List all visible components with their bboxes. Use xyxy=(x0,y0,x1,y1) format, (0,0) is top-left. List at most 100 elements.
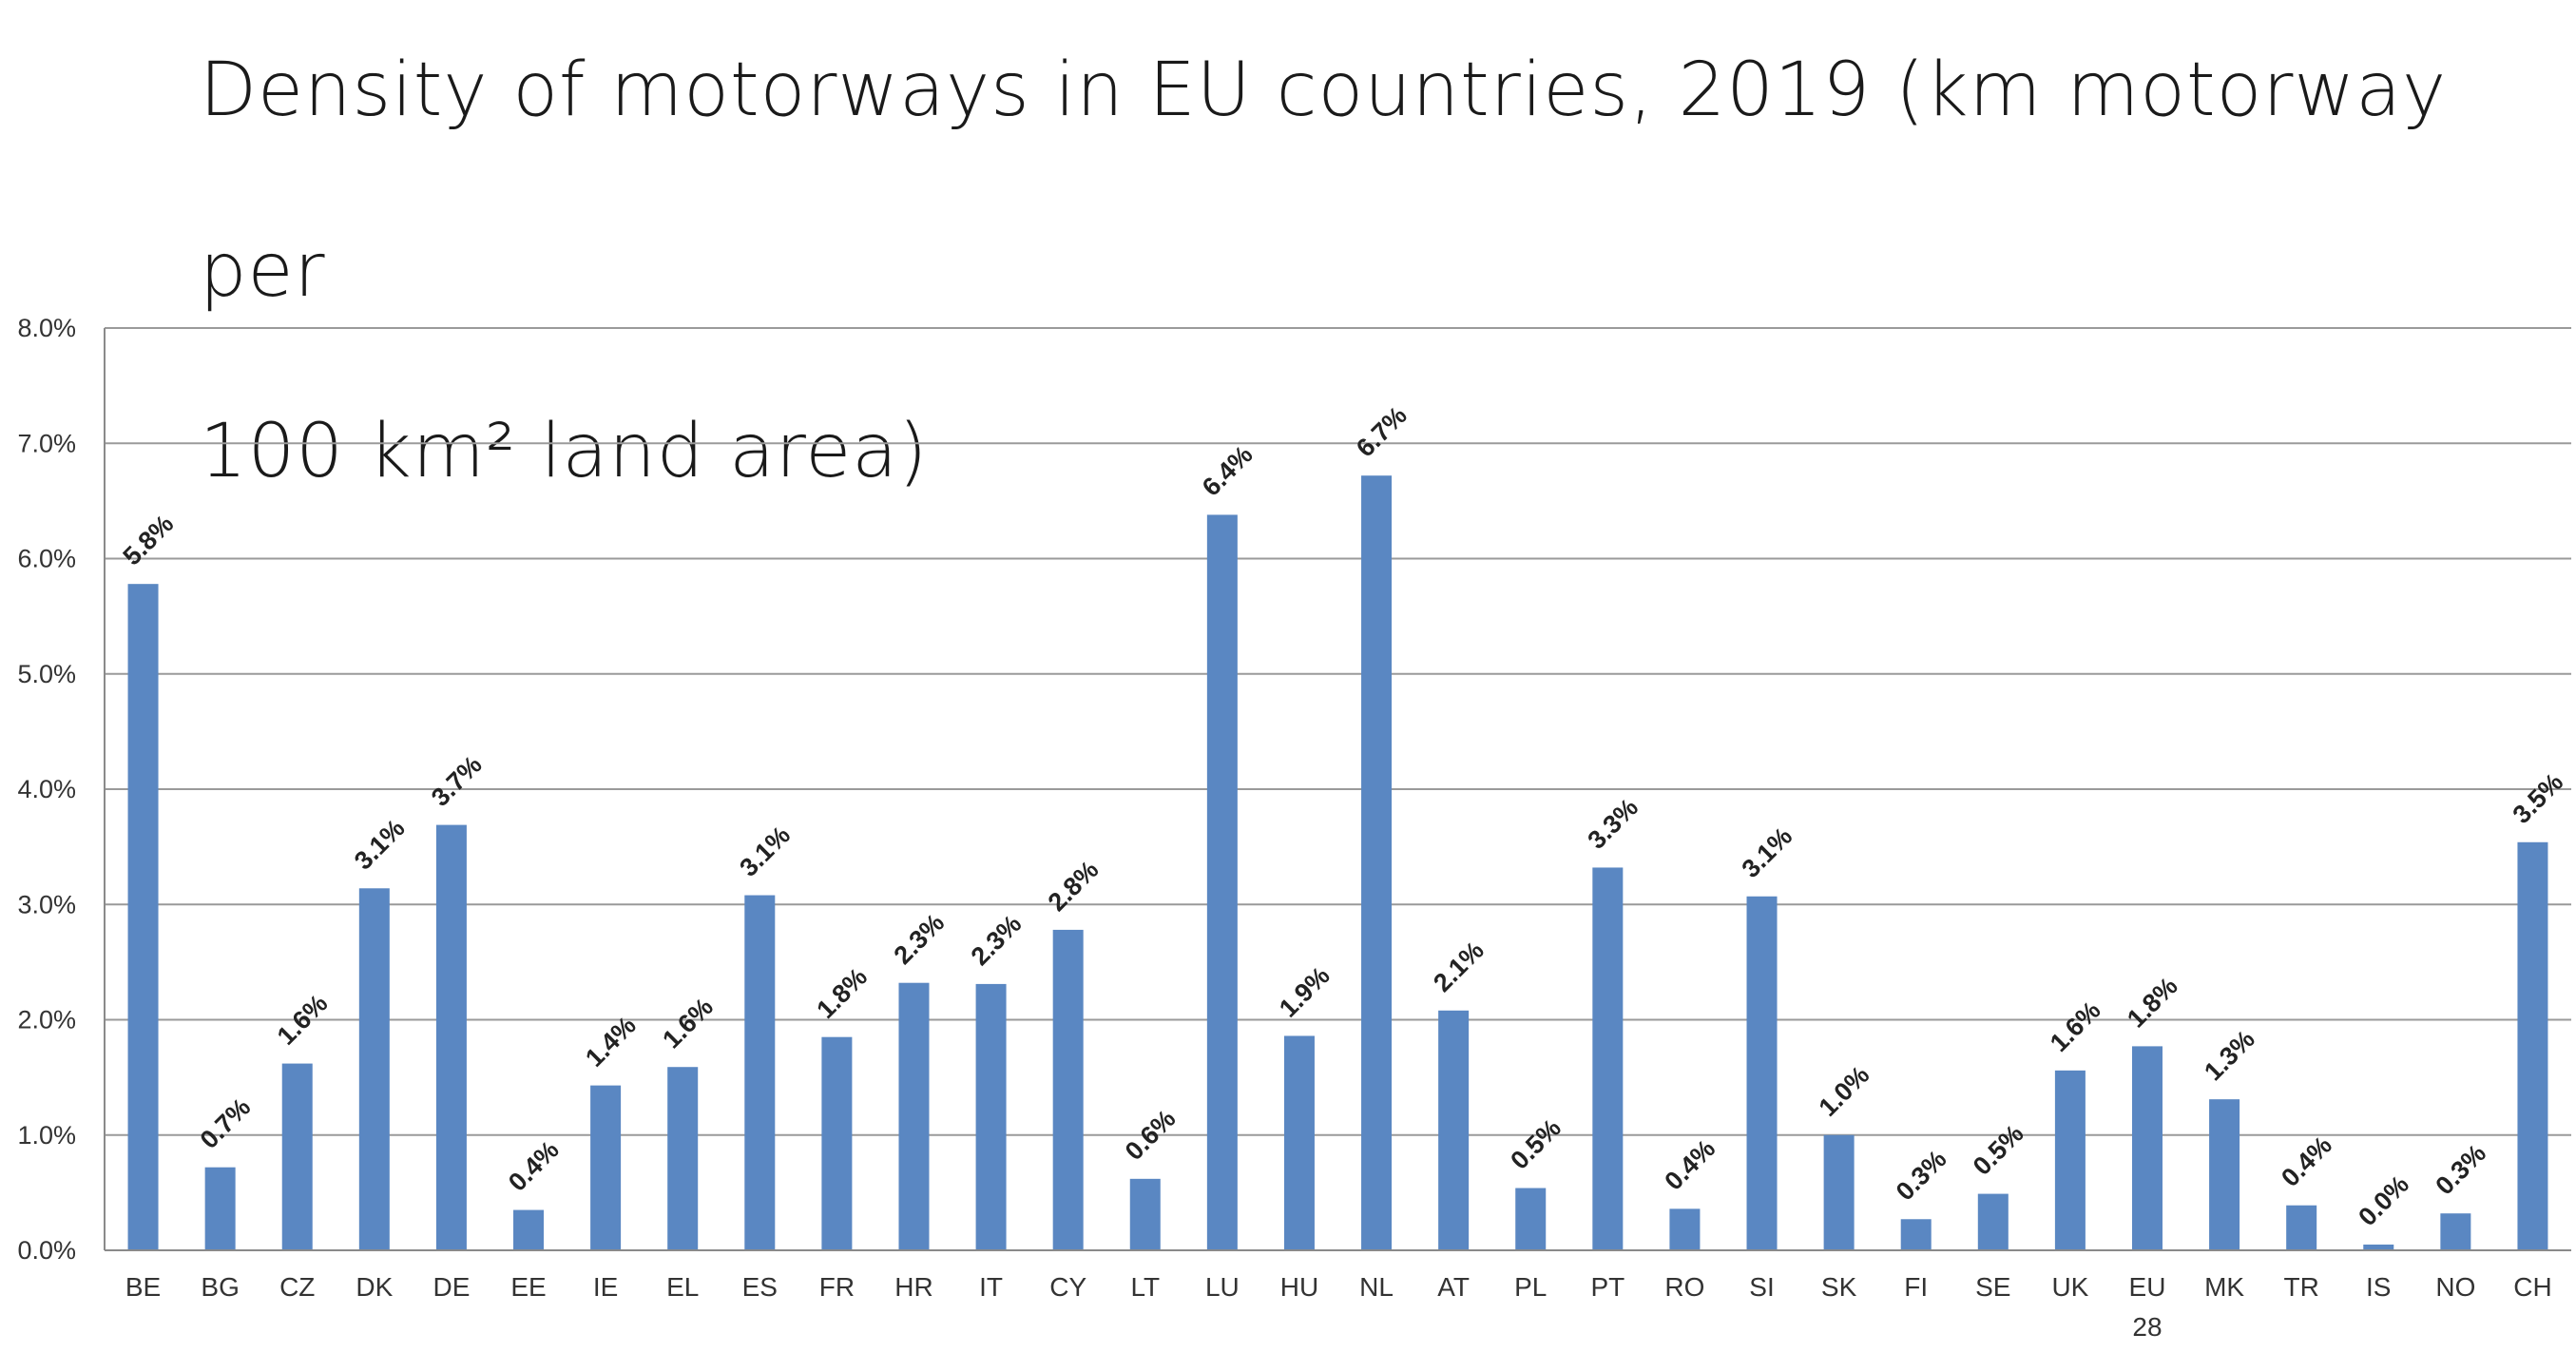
data-label: 3.7% xyxy=(426,750,488,812)
data-label: 2.8% xyxy=(1043,855,1105,917)
bar-cz xyxy=(281,1063,313,1250)
x-category-label: ES xyxy=(742,1272,778,1302)
x-category-label: CZ xyxy=(279,1272,315,1302)
x-category-label: EE xyxy=(510,1272,546,1302)
data-label: 0.4% xyxy=(1659,1134,1721,1196)
data-label: 1.3% xyxy=(2199,1025,2260,1087)
chart-title-line1: Density of motorways in EU countries, 20… xyxy=(200,48,2448,314)
data-label: 1.6% xyxy=(657,993,719,1054)
x-category-label: BG xyxy=(201,1272,239,1302)
bar-pt xyxy=(1592,867,1624,1250)
bar-de xyxy=(435,824,467,1250)
data-label: 0.0% xyxy=(2353,1169,2414,1231)
x-category-label: NO xyxy=(2435,1272,2475,1302)
x-category-label: RO xyxy=(1664,1272,1704,1302)
data-label: 1.9% xyxy=(1274,961,1336,1023)
x-category-label: CH xyxy=(2513,1272,2551,1302)
bar-el xyxy=(667,1067,699,1250)
bar-dk xyxy=(358,888,390,1250)
x-category-label: DK xyxy=(356,1272,393,1302)
bars xyxy=(127,475,2548,1250)
bar-be xyxy=(127,584,159,1250)
bar-ie xyxy=(590,1085,622,1250)
x-category-label: IT xyxy=(979,1272,1003,1302)
data-label: 6.4% xyxy=(1197,440,1259,502)
data-label: 3.1% xyxy=(1737,821,1798,883)
x-category-label: NL xyxy=(1359,1272,1394,1302)
bar-sk xyxy=(1823,1134,1855,1250)
grid-lines xyxy=(105,327,2571,1136)
bar-si xyxy=(1746,896,1778,1250)
y-tick-label: 2.0% xyxy=(17,1006,76,1034)
x-category-label: PL xyxy=(1514,1272,1547,1302)
data-label: 2.3% xyxy=(889,908,951,970)
data-label: 3.3% xyxy=(1582,793,1644,855)
bar-tr xyxy=(2286,1205,2317,1250)
data-label: 0.5% xyxy=(1968,1119,2029,1181)
x-category-label: IE xyxy=(593,1272,618,1302)
x-category-label: CY xyxy=(1049,1272,1086,1302)
data-label: 1.0% xyxy=(1814,1060,1875,1122)
bar-fr xyxy=(821,1036,853,1250)
data-label: 6.7% xyxy=(1351,401,1413,463)
bar-hr xyxy=(898,982,930,1250)
x-category-label: SK xyxy=(1821,1272,1857,1302)
bar-uk xyxy=(2054,1070,2086,1250)
y-tick-label: 4.0% xyxy=(17,775,76,803)
data-label: 5.8% xyxy=(118,510,180,571)
bar-ro xyxy=(1669,1208,1701,1250)
x-category-label: BE xyxy=(125,1272,161,1302)
chart-title-line2: 100 km² land area) xyxy=(200,409,929,494)
x-category-label: FR xyxy=(819,1272,855,1302)
data-label: 0.4% xyxy=(2276,1131,2337,1192)
bar-no xyxy=(2440,1213,2471,1250)
x-category-label: AT xyxy=(1437,1272,1470,1302)
data-label: 2.1% xyxy=(1428,936,1490,997)
bar-bg xyxy=(204,1167,236,1250)
bar-se xyxy=(1977,1193,2009,1250)
y-tick-label: 8.0% xyxy=(17,314,76,342)
y-tick-label: 7.0% xyxy=(17,429,76,457)
x-category-label: LT xyxy=(1130,1272,1160,1302)
y-axis-tick-labels: 0.0% 1.0% 2.0% 3.0% 4.0% 5.0% 6.0% 7.0% 8.0% xyxy=(17,314,76,1265)
x-category-label: FI xyxy=(1904,1272,1928,1302)
data-label: 0.5% xyxy=(1505,1113,1567,1175)
y-tick-label: 3.0% xyxy=(17,890,76,918)
bar-mk xyxy=(2209,1099,2240,1250)
data-labels: 5.8%0.7%1.6%3.1%3.7%0.4%1.4% 1.6%3.1%1.8%… xyxy=(118,401,2569,1231)
x-category-label: HR xyxy=(894,1272,932,1302)
x-category-label: IS xyxy=(2366,1272,2391,1302)
bar-lt xyxy=(1129,1178,1161,1250)
data-label: 3.5% xyxy=(2507,767,2568,829)
x-category-label: EU 28 xyxy=(2129,1272,2166,1342)
x-category-label: SI xyxy=(1749,1272,1774,1302)
bar-fi xyxy=(1900,1219,1932,1250)
x-category-label: PT xyxy=(1590,1272,1624,1302)
x-category-label: SE xyxy=(1975,1272,2010,1302)
x-category-label: LU xyxy=(1205,1272,1240,1302)
x-category-label: DE xyxy=(433,1272,470,1302)
x-category-label: HU xyxy=(1280,1272,1318,1302)
bar-ch xyxy=(2517,841,2548,1250)
bar-es xyxy=(744,895,776,1250)
data-label: 0.4% xyxy=(503,1135,565,1197)
y-tick-label: 6.0% xyxy=(17,545,76,573)
bar-lu xyxy=(1206,514,1238,1250)
x-category-label: TR xyxy=(2284,1272,2319,1302)
chart-title: Density of motorways in EU countries, 20… xyxy=(200,0,2519,542)
bar-it xyxy=(975,983,1007,1250)
bar-pl xyxy=(1515,1188,1547,1250)
x-axis-category-labels: BE BG CZ DK DE EE IE EL ES FR HR IT CY LT LU HU NL AT PL PT… xyxy=(125,1272,2552,1342)
data-label: 0.7% xyxy=(195,1092,257,1154)
bar-nl xyxy=(1361,475,1393,1250)
x-category-label: MK xyxy=(2204,1272,2244,1302)
data-label: 2.3% xyxy=(966,909,1028,971)
data-label: 3.1% xyxy=(734,821,796,882)
data-label: 1.6% xyxy=(2045,995,2106,1057)
bar-ee xyxy=(513,1209,545,1250)
data-label: 1.8% xyxy=(2122,972,2183,1034)
y-tick-label: 1.0% xyxy=(17,1121,76,1150)
data-label: 3.1% xyxy=(349,814,411,876)
data-label: 1.8% xyxy=(811,962,873,1024)
